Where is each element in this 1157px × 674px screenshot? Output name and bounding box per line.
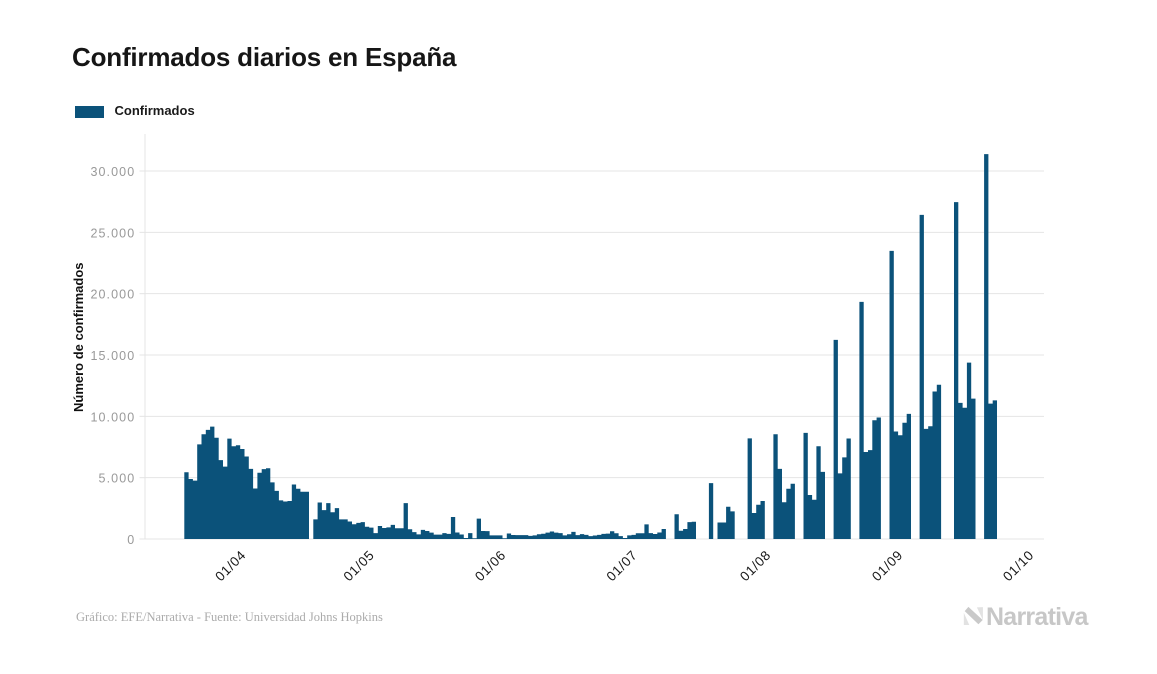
- svg-text:15.000: 15.000: [90, 349, 135, 363]
- svg-text:01/04: 01/04: [212, 547, 249, 584]
- svg-text:25.000: 25.000: [90, 226, 135, 240]
- svg-text:01/08: 01/08: [737, 547, 774, 584]
- svg-text:01/05: 01/05: [341, 547, 378, 584]
- svg-text:01/07: 01/07: [604, 547, 641, 584]
- svg-text:01/09: 01/09: [869, 547, 906, 584]
- svg-text:10.000: 10.000: [90, 410, 135, 424]
- svg-text:20.000: 20.000: [90, 288, 135, 302]
- svg-text:01/06: 01/06: [472, 547, 509, 584]
- svg-text:0: 0: [127, 533, 135, 547]
- svg-text:5.000: 5.000: [99, 472, 136, 486]
- svg-text:01/10: 01/10: [1000, 547, 1037, 584]
- svg-text:30.000: 30.000: [90, 165, 135, 179]
